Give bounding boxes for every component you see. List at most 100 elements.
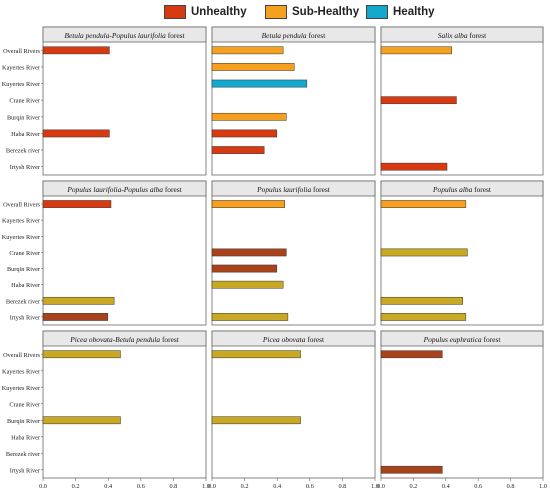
panel-title: Picea obovata-Betula pendula forest <box>69 335 180 344</box>
category-label: Overall Rivers <box>3 352 40 359</box>
panel-title: Populus laurifolia-Populus alba forest <box>66 185 182 194</box>
bar <box>380 350 443 359</box>
legend-label-unhealthy: Unhealthy <box>191 6 247 18</box>
panel-title-suffix: forest <box>311 185 331 194</box>
category-label: Kuyertes River <box>2 385 41 392</box>
panel-title-suffix: forest <box>468 31 488 40</box>
bar <box>211 46 284 55</box>
x-tick-label: 0.6 <box>137 483 145 490</box>
panel-title-suffix: forest <box>482 335 502 344</box>
panel-title-species: Betula pendula <box>262 31 307 40</box>
x-tick-label: 0.4 <box>273 483 282 490</box>
panel-title-strip <box>42 26 207 43</box>
category-label: Overall Rivers <box>3 48 40 55</box>
panel-title-strip <box>42 180 207 197</box>
chart-panel-1: Betula pendula-Populus laurifolia forest… <box>2 26 207 176</box>
bar <box>42 350 121 359</box>
panel-title-strip <box>380 330 544 347</box>
category-label: Kayertes River <box>2 64 41 71</box>
panel-title-species: Populus euphratica <box>423 335 482 344</box>
x-tick-label: 1.0 <box>371 483 379 490</box>
x-tick-label: 0.0 <box>208 483 216 490</box>
bar <box>211 129 278 138</box>
panel-title: Populus euphratica forest <box>423 335 502 344</box>
category-label: Kayertes River <box>2 368 41 375</box>
legend-label-sub-healthy: Sub-Healthy <box>292 6 360 18</box>
chart-panel-2: Betula pendula forest <box>211 26 376 176</box>
category-label: Kuyertes River <box>2 81 41 88</box>
category-label: Berezek river <box>6 148 41 155</box>
panel-title: Picea obovata forest <box>262 335 325 344</box>
bar <box>380 162 448 171</box>
panel-title-suffix: forest <box>472 185 492 194</box>
x-tick-label: 0.2 <box>241 483 249 490</box>
bar <box>211 313 289 321</box>
panel-title: Betula pendula-Populus laurifolia forest <box>64 31 185 40</box>
chart-panel-7: Picea obovata-Betula pendula forest Overa… <box>2 330 210 490</box>
bar <box>211 63 295 71</box>
chart-panel-3: Salix alba forest <box>380 26 544 176</box>
bar <box>211 350 301 359</box>
bar <box>380 46 452 55</box>
panel-title-suffix: forest <box>163 185 183 194</box>
legend-swatch-healthy <box>366 5 388 19</box>
bar <box>42 313 109 321</box>
panel-title: Populus alba forest <box>432 185 492 194</box>
category-label: Kayertes River <box>2 218 41 225</box>
category-label: Irtysh River <box>10 314 41 321</box>
category-label: Kuyertes River <box>2 234 41 241</box>
category-label: Haba River <box>11 434 41 441</box>
panel-title-species: Picea obovata <box>262 335 306 344</box>
chart-panel-4: Populus laurifolia-Populus alba forest Ov… <box>2 180 207 326</box>
category-label: Burqin River <box>7 418 41 425</box>
bar <box>211 264 278 273</box>
category-label: Crane River <box>9 401 41 408</box>
bar <box>42 129 110 138</box>
chart-panel-8: Picea obovata forest 0.0 0.2 0.4 0.6 0.8 1.0 <box>208 330 379 490</box>
panel-title-suffix: forest <box>160 335 180 344</box>
chart-panel-9: Populus euphratica forest 0.0 0.2 0.4 0.6 0.8… <box>377 330 547 490</box>
x-tick-label: 0.4 <box>442 483 451 490</box>
legend-label-healthy: Healthy <box>393 6 435 18</box>
bar <box>42 200 112 208</box>
legend-swatch-sub-healthy <box>265 5 287 19</box>
x-tick-label: 0.2 <box>409 483 417 490</box>
legend-swatch-unhealthy <box>164 5 186 19</box>
chart-panel-5: Populus laurifolia forest <box>211 180 376 326</box>
bar <box>42 296 115 305</box>
category-label: Berezek river <box>6 451 41 458</box>
panel-title-strip <box>211 330 376 347</box>
legend-item-healthy: Healthy <box>366 4 435 20</box>
legend-item-sub-healthy: Sub-Healthy <box>265 4 359 20</box>
bar <box>380 200 467 208</box>
x-tick-label: 0.6 <box>306 483 314 490</box>
panel-title-suffix: forest <box>305 335 325 344</box>
panel-title-species: Betula pendula-Populus laurifolia <box>64 31 166 40</box>
panel-title: Salix alba forest <box>438 31 487 40</box>
category-label: Overall Rivers <box>3 202 40 209</box>
bar <box>42 416 121 425</box>
panel-title-species: Salix alba <box>438 31 468 40</box>
x-tick-label: 0.4 <box>104 483 113 490</box>
category-label: Haba River <box>11 282 41 289</box>
bar <box>380 465 443 474</box>
x-tick-label: 1.0 <box>202 483 210 490</box>
bar <box>42 46 110 55</box>
x-tick-label: 0.8 <box>507 483 515 490</box>
chart-legend: Unhealthy Sub-Healthy Healthy <box>0 0 550 26</box>
bar <box>211 79 308 88</box>
panel-title-suffix: forest <box>307 31 327 40</box>
panel-title-strip <box>380 26 544 43</box>
panel-title-strip <box>211 26 376 43</box>
panel-title: Betula pendula forest <box>262 31 327 40</box>
category-label: Berezek river <box>6 298 41 305</box>
bar <box>211 248 287 257</box>
category-label: Haba River <box>11 131 41 138</box>
category-label: Irtysh River <box>10 467 41 474</box>
x-tick-label: 1.0 <box>539 483 547 490</box>
x-tick-label: 0.8 <box>338 483 346 490</box>
x-tick-label: 0.2 <box>72 483 80 490</box>
chart-panel-6: Populus alba forest <box>380 180 544 326</box>
bar <box>211 112 287 121</box>
